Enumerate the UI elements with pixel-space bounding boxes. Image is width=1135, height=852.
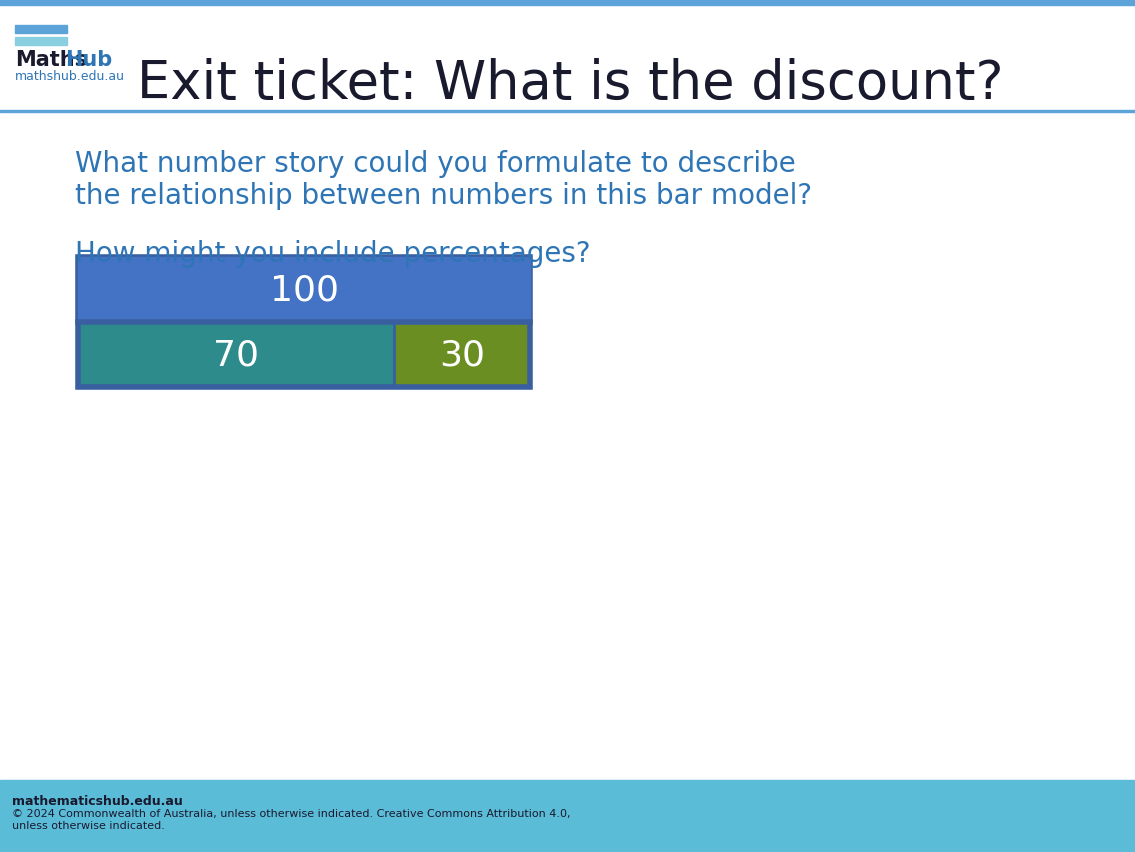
Bar — [15, 38, 67, 46]
Bar — [78, 323, 394, 388]
Text: unless otherwise indicated.: unless otherwise indicated. — [12, 820, 165, 830]
Bar — [78, 257, 530, 323]
Text: Exit ticket: What is the discount?: Exit ticket: What is the discount? — [136, 58, 1003, 110]
Bar — [0, 780, 1135, 852]
Text: 70: 70 — [213, 338, 259, 372]
Text: What number story could you formulate to describe: What number story could you formulate to… — [75, 150, 796, 178]
Text: mathematicshub.edu.au: mathematicshub.edu.au — [12, 794, 183, 807]
Text: the relationship between numbers in this bar model?: the relationship between numbers in this… — [75, 181, 813, 210]
Text: © 2024 Commonwealth of Australia, unless otherwise indicated. Creative Commons A: © 2024 Commonwealth of Australia, unless… — [12, 808, 571, 818]
Bar — [78, 257, 530, 323]
Bar — [78, 323, 530, 388]
Text: How might you include percentages?: How might you include percentages? — [75, 239, 590, 268]
Text: Hub: Hub — [65, 50, 112, 70]
Text: 30: 30 — [439, 338, 485, 372]
Bar — [15, 26, 67, 34]
Text: 100: 100 — [269, 273, 338, 307]
Bar — [0, 0, 1135, 6]
Bar — [394, 323, 530, 388]
Bar — [0, 111, 1135, 112]
Text: mathshub.edu.au: mathshub.edu.au — [15, 70, 125, 83]
Text: Maths: Maths — [15, 50, 87, 70]
